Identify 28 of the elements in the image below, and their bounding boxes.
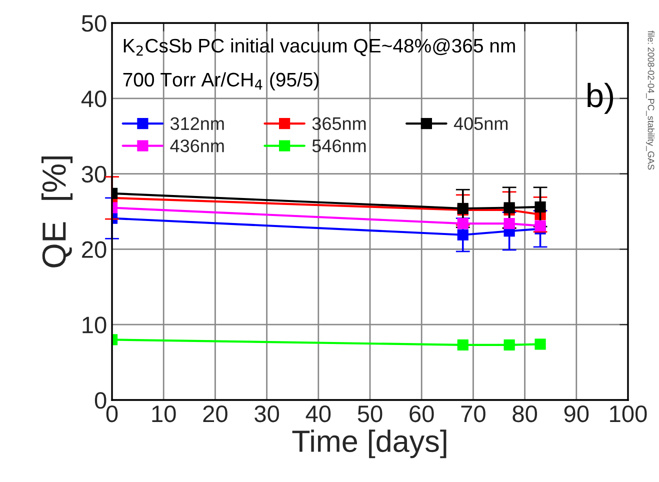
y-tick-label: 0 xyxy=(94,392,106,409)
x-axis-title: Time [days] xyxy=(292,430,446,458)
x-tick-label: 50 xyxy=(358,405,382,422)
legend-label: 312nm xyxy=(170,117,224,130)
x-tick-label: 30 xyxy=(254,405,280,422)
annotation: b) xyxy=(588,82,614,114)
x-tick-label: 10 xyxy=(152,405,176,422)
y-axis-title: QE [%] xyxy=(41,156,73,268)
x-tick-label: 60 xyxy=(410,405,434,422)
x-tick-label: 40 xyxy=(306,405,331,422)
y-tick-label: 50 xyxy=(82,15,106,32)
legend-label: 436nm xyxy=(170,140,224,152)
x-tick-label: 90 xyxy=(564,405,589,422)
legend-label: 365nm xyxy=(312,117,366,130)
x-tick-label: 0 xyxy=(106,405,118,422)
y-tick-label: 30 xyxy=(82,166,106,183)
annotation: K$_{2}$CsSb PC initial vacuum QE~48%@365 nm xyxy=(124,38,515,56)
x-tick-label: 70 xyxy=(461,405,486,422)
legend-label: 405nm xyxy=(454,117,508,130)
y-tick-label: 40 xyxy=(81,90,106,108)
y-tick-label: 20 xyxy=(82,241,106,258)
x-tick-label: 100 xyxy=(610,405,647,422)
legend-label: 546nm xyxy=(312,140,366,152)
y-tick-label: 10 xyxy=(82,316,106,334)
annotation: 700 Torr Ar/CH$_{4}$ (95/5) xyxy=(123,72,319,90)
x-tick-label: 80 xyxy=(512,405,538,422)
x-tick-label: 20 xyxy=(203,405,228,422)
text: file: 2008-02-04_PC_stability_GAS xyxy=(646,30,654,170)
